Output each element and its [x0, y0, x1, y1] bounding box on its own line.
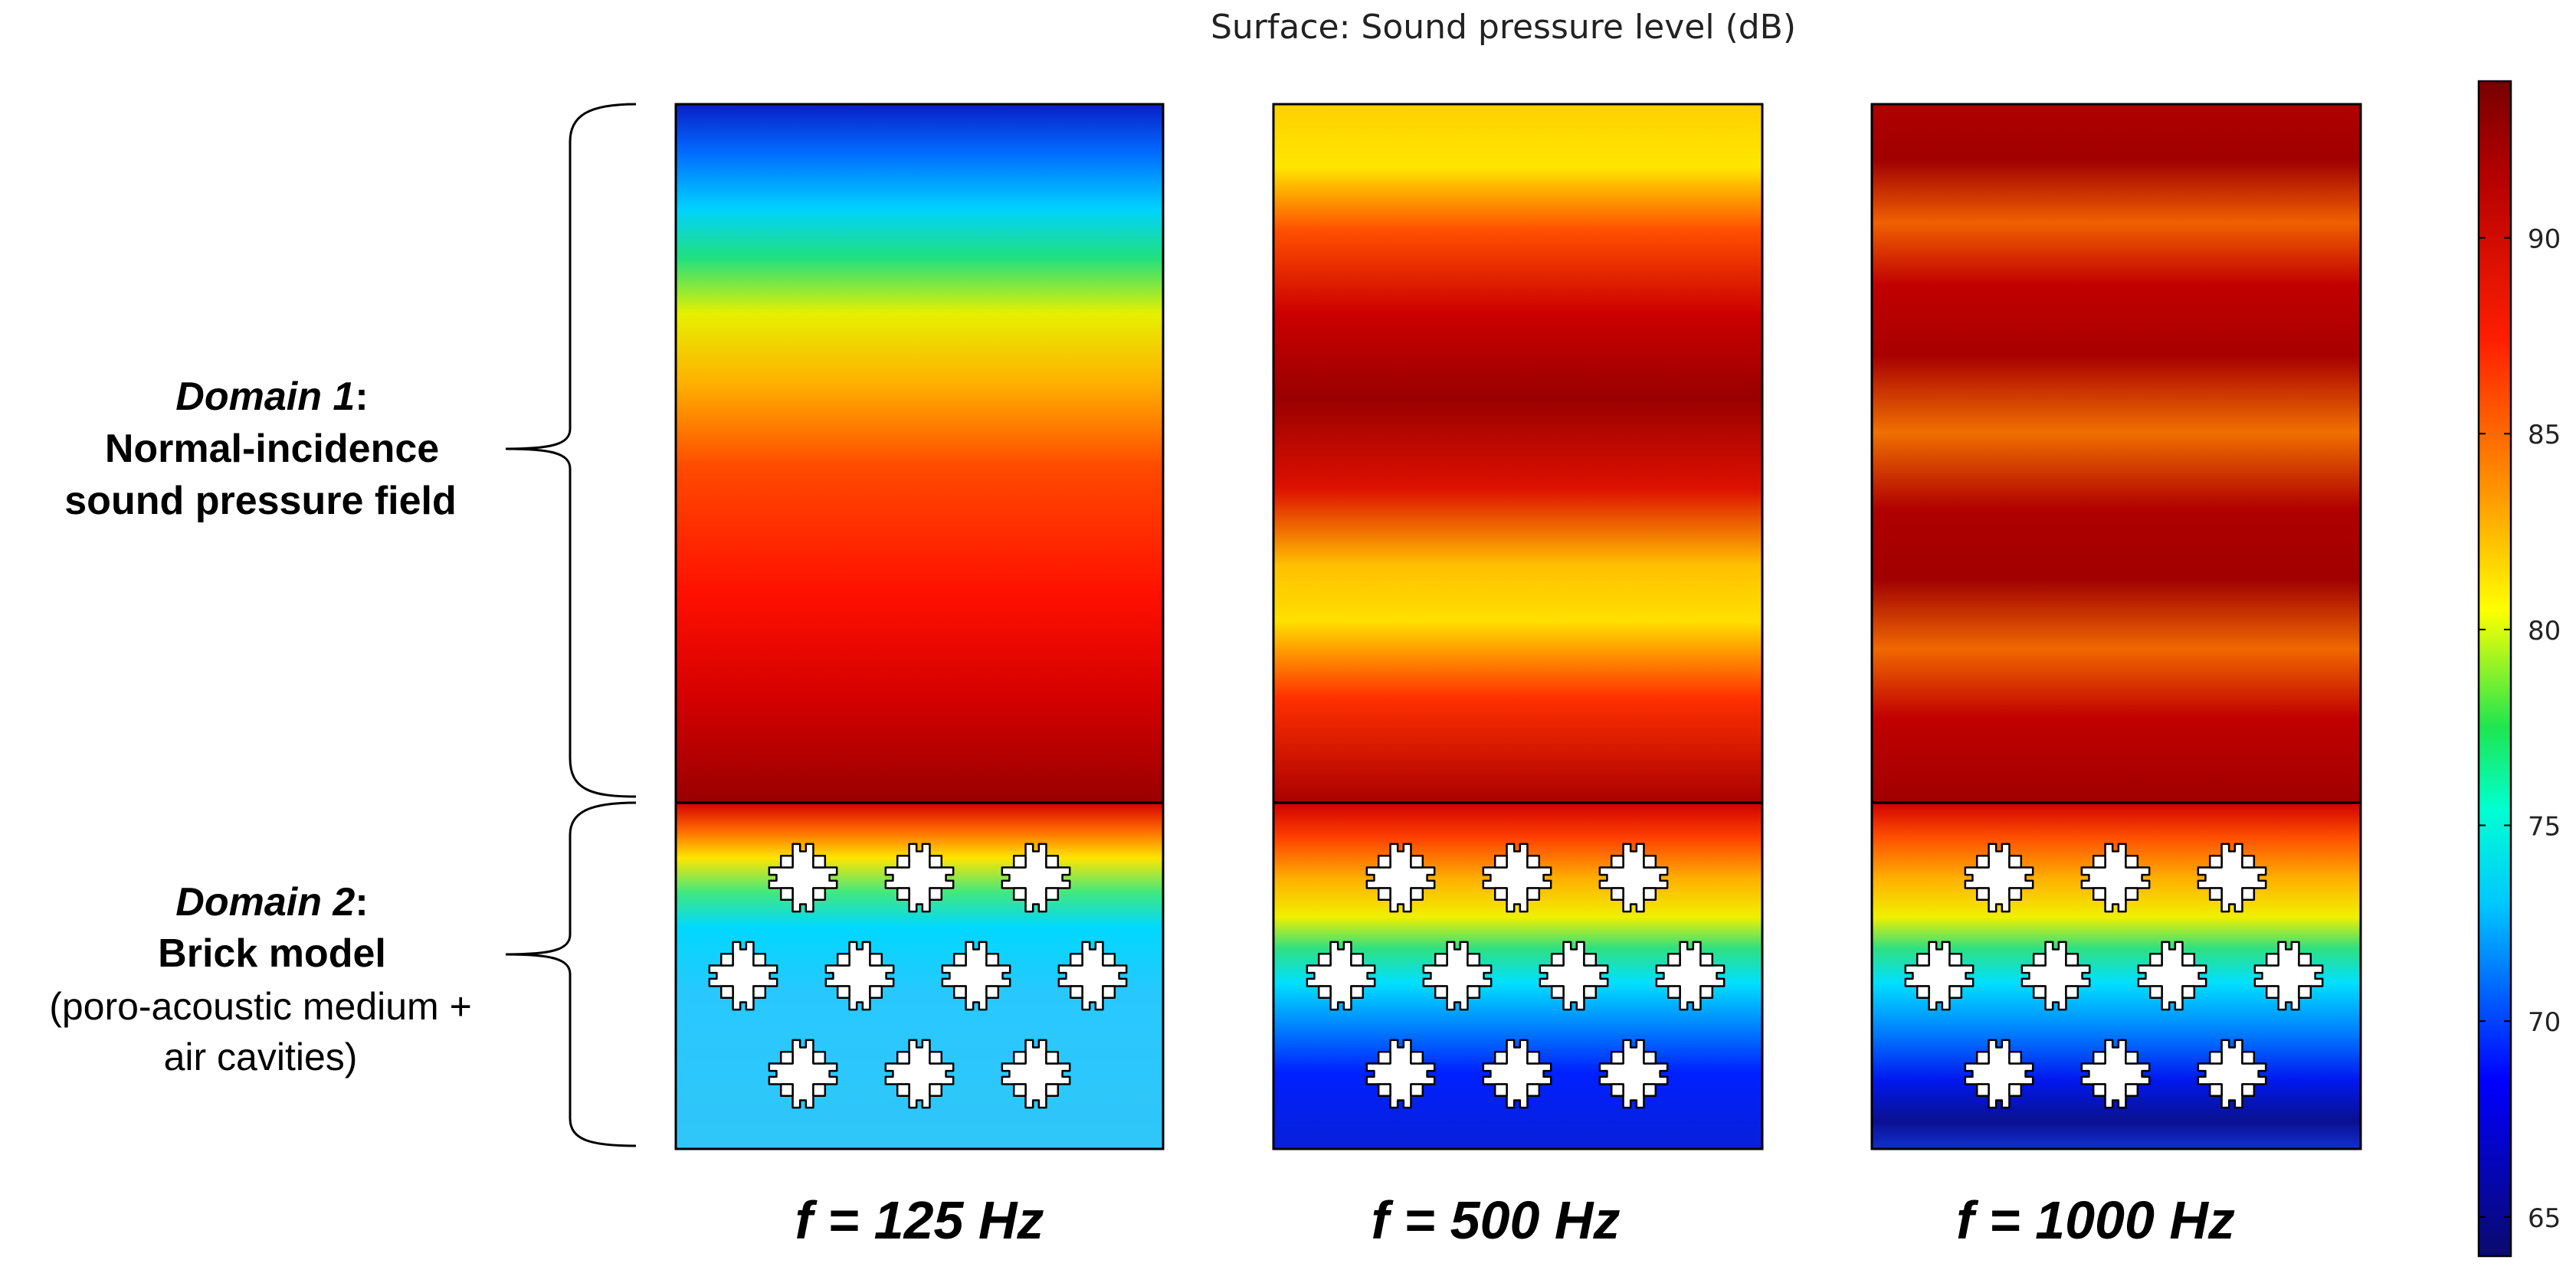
colorbar-tick-label-65: 65 — [2528, 1203, 2561, 1234]
colorbar-tick-label-90: 90 — [2528, 224, 2561, 255]
panel-1000hz-domain1-field — [1872, 104, 2361, 803]
figure-title: Surface: Sound pressure level (dB) — [1211, 8, 1796, 47]
svg-text:Domain 1:: Domain 1: — [175, 375, 368, 419]
colorbar-tick-label-75: 75 — [2528, 812, 2561, 843]
panel-outline-1000hz — [1870, 103, 2362, 1150]
domain1-label: Domain 1: Normal-incidence sound pressur… — [64, 375, 456, 523]
freq-label-1000hz: f = 1000 Hz — [1956, 1190, 2235, 1250]
svg-text:Domain 2:: Domain 2: — [175, 880, 368, 924]
freq-label-500hz: f = 500 Hz — [1372, 1190, 1621, 1250]
domain2-colon: : — [355, 880, 368, 924]
domain2-name: Domain 2 — [175, 880, 355, 924]
colorbar-tick-label-80: 80 — [2528, 616, 2561, 646]
domain1-line2: Normal-incidence — [105, 427, 439, 471]
domain2-line3: (poro-acoustic medium + — [49, 985, 472, 1028]
domain2-label: Domain 2: Brick model (poro-acoustic med… — [49, 880, 472, 1078]
panel-500hz-domain1-field — [1273, 104, 1762, 803]
colorbar — [2477, 80, 2512, 1258]
colorbar-ticks: 90 85 80 75 70 65 — [2479, 224, 2561, 1234]
colorbar-tick-label-85: 85 — [2528, 420, 2561, 450]
panel-outline-500hz — [1272, 103, 1764, 1150]
panel-outline-125hz — [674, 103, 1165, 1150]
colorbar-tick-label-70: 70 — [2528, 1007, 2561, 1038]
domain2-brace — [505, 801, 637, 1147]
panel-125hz-domain1-field — [676, 104, 1163, 803]
panel-outlines — [674, 103, 2362, 1150]
domain1-brace — [505, 103, 637, 798]
domain1-name: Domain 1 — [175, 375, 355, 419]
domain2-line4: air cavities) — [164, 1036, 358, 1078]
domain1-colon: : — [355, 375, 368, 419]
domain2-line2: Brick model — [158, 931, 386, 976]
freq-label-125hz: f = 125 Hz — [795, 1190, 1044, 1250]
domain1-line3: sound pressure field — [64, 479, 456, 523]
